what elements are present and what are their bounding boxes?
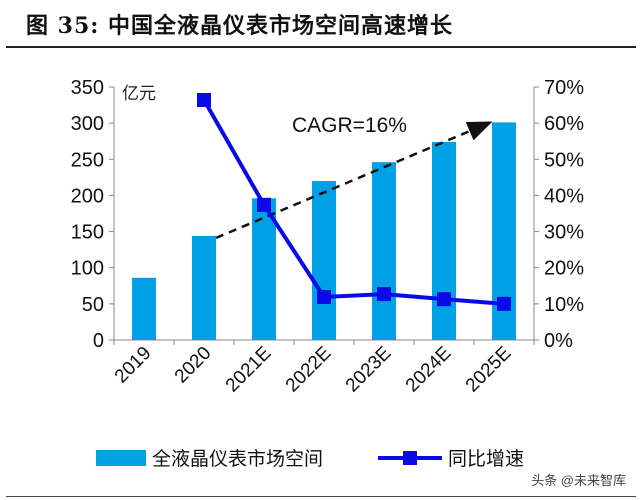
x-tick-label: 2019	[111, 343, 156, 388]
bar-2023E	[372, 162, 396, 340]
legend-bar-swatch	[96, 450, 146, 466]
growth-marker-2023E	[377, 287, 391, 302]
left-tick-label: 100	[71, 258, 104, 280]
figure-title: 图 35: 中国全液晶仪表市场空间高速增长	[26, 13, 454, 39]
right-tick-label: 20%	[544, 258, 584, 280]
growth-marker-2024E	[437, 292, 451, 307]
right-tick-label: 70%	[544, 77, 584, 99]
bottom-rule	[6, 496, 636, 497]
legend-line-marker	[403, 451, 417, 465]
left-tick-label: 200	[71, 185, 104, 207]
left-tick-label: 150	[71, 222, 104, 244]
bar-2024E	[432, 141, 456, 340]
legend-bar-label: 全液晶仪表市场空间	[152, 448, 323, 470]
growth-marker-2025E	[497, 296, 511, 311]
x-tick-label: 2025E	[462, 343, 516, 397]
right-tick-label: 0%	[544, 330, 573, 352]
cagr-annotation: CAGR=16%	[292, 114, 407, 137]
right-tick-label: 30%	[544, 222, 584, 244]
right-tick-label: 60%	[544, 113, 584, 135]
left-tick-label: 350	[71, 77, 104, 99]
bar-2019	[132, 277, 156, 340]
x-tick-label: 2022E	[282, 343, 336, 397]
growth-line	[202, 99, 505, 306]
left-tick-label: 300	[71, 113, 104, 135]
x-tick-label: 2020	[171, 343, 216, 388]
growth-marker-2020	[197, 93, 211, 108]
left-axis-unit: 亿元	[122, 84, 156, 103]
left-tick-label: 0	[93, 330, 104, 352]
right-tick-label: 40%	[544, 185, 584, 207]
bar-2022E	[312, 180, 336, 340]
bar-2020	[192, 235, 216, 340]
left-tick-label: 50	[82, 294, 104, 316]
growth-marker-2021E	[257, 197, 271, 212]
left-tick-label: 250	[71, 149, 104, 171]
watermark: 头条 @未来智库	[531, 473, 626, 488]
right-tick-label: 50%	[544, 149, 584, 171]
x-tick-label: 2023E	[342, 343, 396, 397]
right-tick-label: 10%	[544, 294, 584, 316]
x-tick-label: 2021E	[222, 343, 276, 397]
title-rule	[6, 46, 636, 48]
cagr-arrow	[215, 121, 493, 240]
x-tick-label: 2024E	[402, 343, 456, 397]
legend-line-label: 同比增速	[448, 448, 524, 470]
growth-marker-2022E	[317, 289, 331, 304]
